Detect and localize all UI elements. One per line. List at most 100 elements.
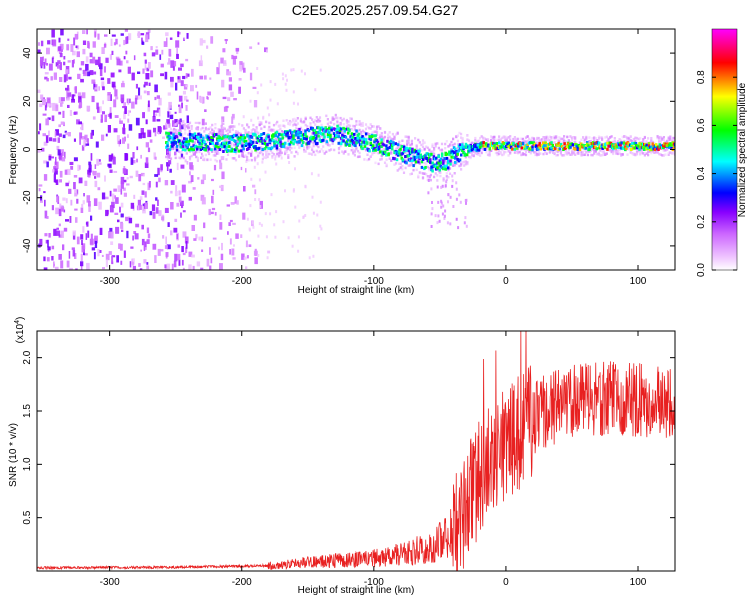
ridge-halo xyxy=(209,158,212,161)
ridge-core xyxy=(386,139,389,143)
ridge-halo xyxy=(339,123,342,126)
ridge-halo xyxy=(580,152,583,155)
ridge-halo xyxy=(285,148,288,151)
ridge-halo xyxy=(347,153,350,156)
ridge-core xyxy=(300,138,304,142)
ridge-halo xyxy=(299,126,303,130)
noise-speck xyxy=(129,261,132,268)
ridge-halo xyxy=(247,139,250,142)
ridge-halo xyxy=(372,151,375,154)
ridge-halo xyxy=(461,161,464,164)
ridge-halo xyxy=(390,152,393,155)
noise-speck xyxy=(156,107,161,113)
ridge-halo xyxy=(570,136,574,140)
noise-speck xyxy=(119,118,122,123)
ridge-halo xyxy=(528,150,531,153)
ridge-halo xyxy=(193,141,196,144)
ridge-halo xyxy=(279,149,282,153)
noise-speck xyxy=(218,246,220,250)
noise-speck xyxy=(168,101,172,109)
noise-speck xyxy=(87,138,89,146)
ridge-core xyxy=(420,165,424,169)
ridge-halo xyxy=(524,141,528,145)
ridge-core xyxy=(282,144,286,148)
ridge-core xyxy=(379,150,382,154)
noise-speck xyxy=(86,29,88,35)
ridge-core xyxy=(454,156,457,160)
ridge-halo xyxy=(559,149,562,153)
ridge-halo xyxy=(226,137,230,140)
noise-speck xyxy=(67,92,72,97)
ridge-halo xyxy=(260,127,263,130)
ridge-halo xyxy=(184,127,187,131)
ridge-halo xyxy=(524,150,528,153)
ridge-halo xyxy=(309,116,312,120)
ridge-core xyxy=(167,132,170,136)
ridge-core xyxy=(254,133,257,137)
noise-speck xyxy=(52,102,56,111)
ridge-halo xyxy=(588,142,591,146)
ridge-halo xyxy=(230,144,233,147)
ridge-halo xyxy=(358,151,361,155)
ridge-halo xyxy=(401,139,404,142)
ridge-core xyxy=(206,145,210,149)
ridge-halo xyxy=(662,147,665,151)
ridge-halo xyxy=(426,175,429,178)
noise-speck xyxy=(155,197,158,201)
noise-speck xyxy=(89,52,93,58)
ridge-halo xyxy=(623,135,626,138)
ridge-core xyxy=(503,146,507,150)
ridge-halo xyxy=(642,152,645,155)
noise-speck xyxy=(249,72,253,81)
ridge-halo xyxy=(260,122,263,126)
ridge-halo xyxy=(255,126,258,129)
noise-speck xyxy=(51,29,55,38)
ridge-halo xyxy=(555,149,558,153)
ridge-core xyxy=(538,142,541,146)
ridge-halo xyxy=(596,152,599,156)
ridge-core xyxy=(452,151,456,155)
ridge-halo xyxy=(279,148,282,151)
ridge-halo xyxy=(322,150,325,153)
ridge-halo xyxy=(461,137,464,140)
ridge-halo xyxy=(404,157,407,161)
ridge-halo xyxy=(391,138,394,141)
noise-speck xyxy=(126,60,129,64)
noise-speck xyxy=(124,153,129,161)
ridge-halo xyxy=(383,130,387,134)
ridge-core xyxy=(557,141,560,145)
ridge-halo xyxy=(456,142,459,146)
noise-speck xyxy=(117,185,121,192)
noise-speck xyxy=(220,57,224,64)
ridge-halo xyxy=(564,152,567,155)
noise-speck xyxy=(60,49,63,52)
ridge-core xyxy=(395,158,399,162)
noise-speck xyxy=(120,202,124,208)
noise-speck xyxy=(63,227,68,232)
ridge-halo xyxy=(563,138,566,141)
noise-speck xyxy=(176,53,179,59)
ridge-halo xyxy=(250,158,253,162)
noise-speck xyxy=(141,37,143,41)
ridge-halo xyxy=(433,147,436,150)
ridge-halo xyxy=(364,135,368,139)
ridge-halo xyxy=(417,138,420,142)
ridge-halo xyxy=(207,151,211,155)
ridge-halo xyxy=(255,150,258,154)
ridge-halo xyxy=(643,154,646,157)
ridge-core xyxy=(248,136,251,140)
noise-speck xyxy=(155,181,158,188)
ridge-halo xyxy=(486,153,490,157)
noise-speck xyxy=(242,212,246,220)
ridge-halo xyxy=(647,137,650,140)
ridge-core xyxy=(295,140,299,144)
noise-speck xyxy=(93,252,96,260)
ridge-halo xyxy=(215,160,219,163)
noise-speck xyxy=(212,189,215,195)
ridge-halo xyxy=(188,156,192,159)
ridge-halo xyxy=(402,171,406,174)
ridge-halo xyxy=(234,152,238,155)
ridge-halo xyxy=(447,145,450,148)
noise-speck xyxy=(228,84,233,91)
ridge-halo xyxy=(544,150,547,153)
